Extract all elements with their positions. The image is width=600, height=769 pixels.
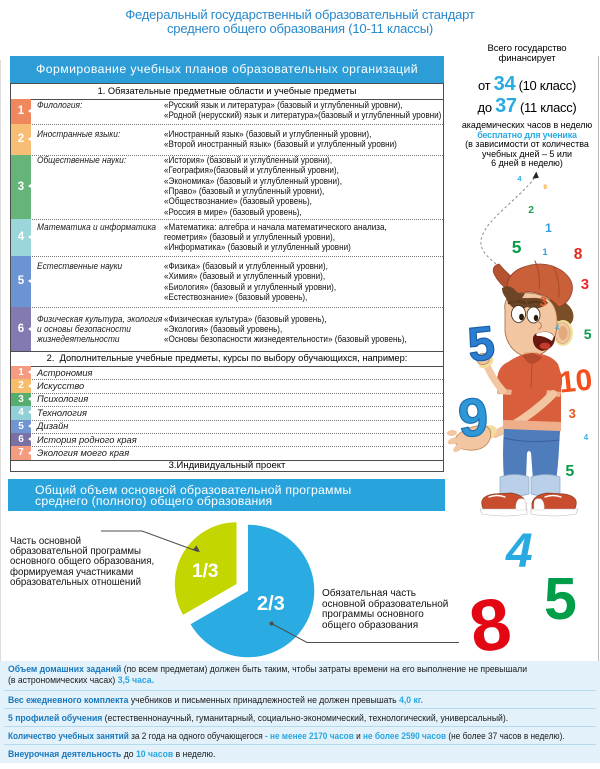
svg-text:5: 5: [465, 317, 497, 373]
svg-text:1/3: 1/3: [192, 561, 218, 582]
svg-text:9: 9: [456, 387, 490, 449]
svg-text:2/3: 2/3: [257, 593, 285, 615]
